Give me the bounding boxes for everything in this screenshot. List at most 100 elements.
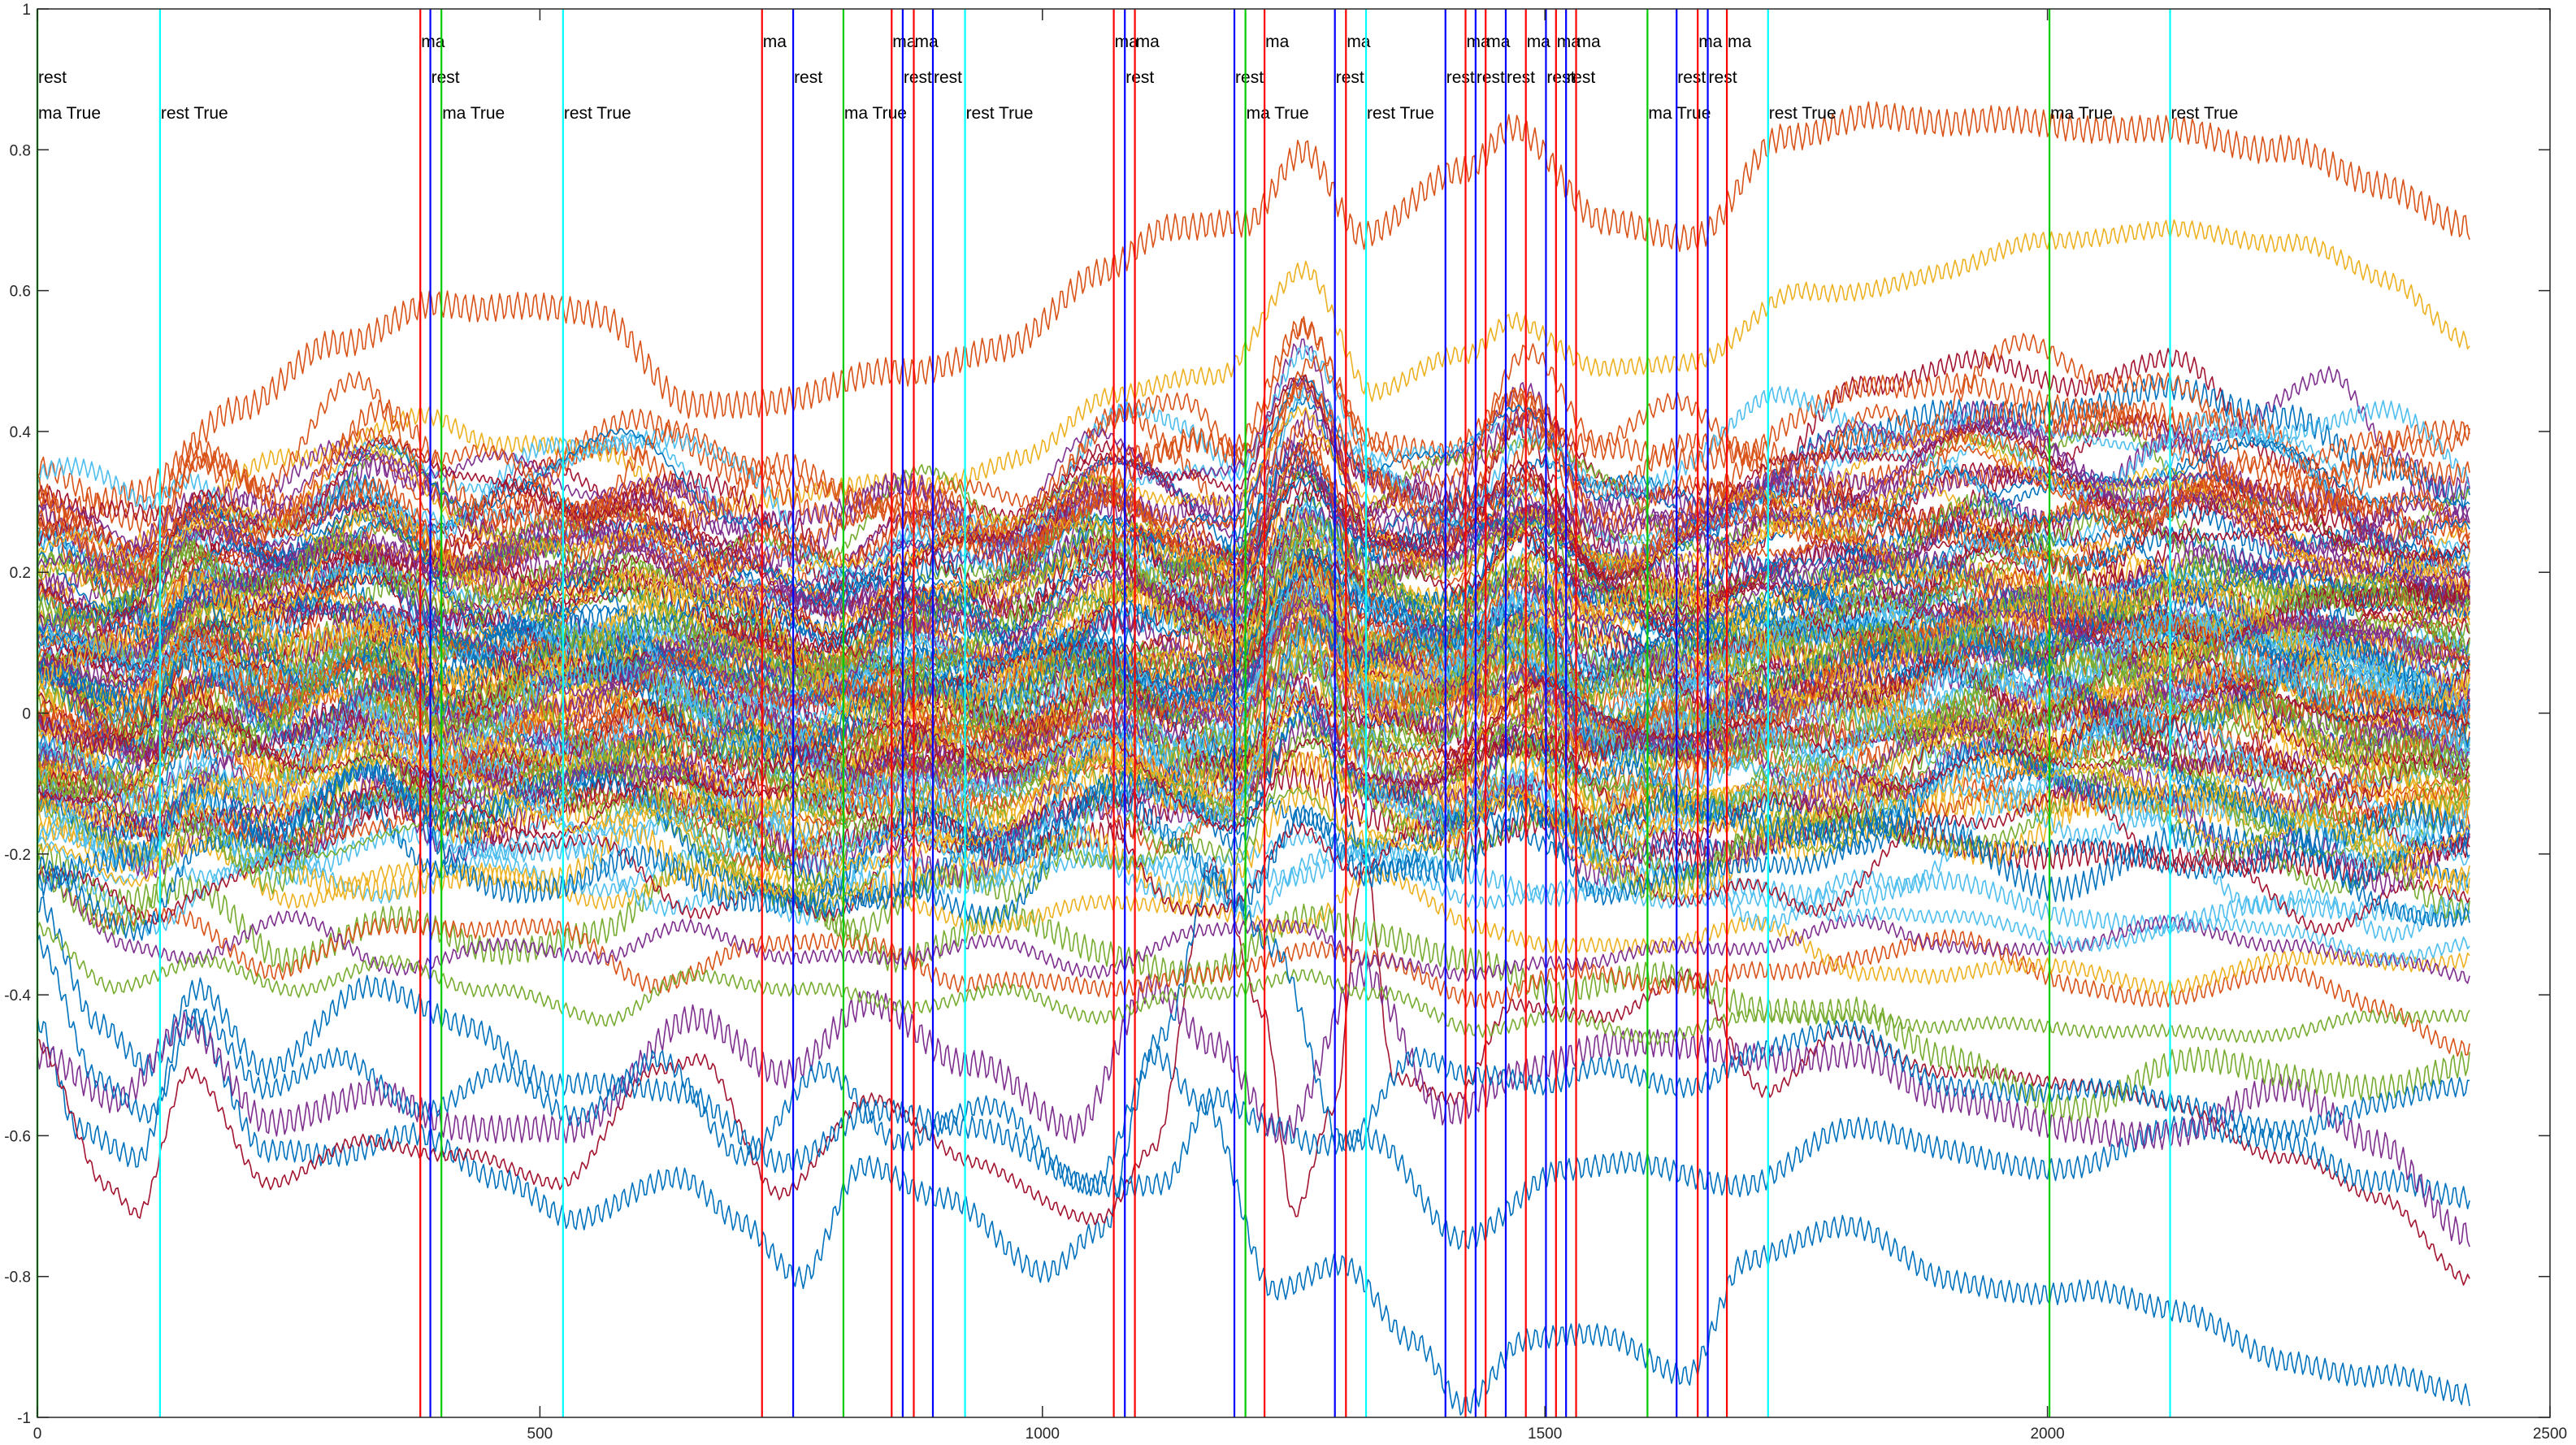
event-label-17: rest bbox=[1125, 68, 1154, 87]
event-label-5: rest bbox=[432, 68, 460, 87]
event-label-41: ma True bbox=[2050, 104, 2113, 123]
y-tick-label: 1 bbox=[22, 2, 31, 19]
y-tick-label: -0.6 bbox=[4, 1128, 31, 1145]
bundle-line-93 bbox=[37, 318, 2470, 598]
event-label-25: rest bbox=[1446, 68, 1475, 87]
series-line-7 bbox=[37, 854, 2470, 1286]
event-label-20: ma True bbox=[1247, 104, 1309, 123]
bundle-line-40 bbox=[37, 421, 2470, 623]
x-tick-label: 1000 bbox=[1026, 1425, 1060, 1443]
series-line-9 bbox=[37, 960, 2470, 1248]
bundle-line-41 bbox=[37, 385, 2470, 632]
event-label-30: ma bbox=[1527, 33, 1550, 51]
series-line-6 bbox=[37, 1008, 2470, 1416]
event-label-14: rest bbox=[934, 68, 962, 87]
bundle-line-89 bbox=[37, 700, 2470, 901]
y-tick-label: 0 bbox=[22, 706, 31, 723]
bundle-line-99 bbox=[37, 701, 2470, 941]
event-label-26: ma bbox=[1466, 33, 1490, 51]
event-label-4: ma bbox=[421, 33, 445, 51]
event-label-32: ma bbox=[1557, 33, 1581, 51]
event-label-27: rest bbox=[1477, 68, 1505, 87]
bundle-line-53 bbox=[37, 429, 2470, 633]
bundle-line-103 bbox=[37, 515, 2470, 696]
event-label-33: rest bbox=[1567, 68, 1595, 87]
bundle-line-65 bbox=[37, 411, 2470, 616]
event-label-24: rest True bbox=[1367, 104, 1434, 123]
series-line-13 bbox=[37, 778, 2470, 935]
event-label-2: rest bbox=[38, 68, 67, 87]
bundle-line-105 bbox=[37, 679, 2470, 840]
event-label-9: rest bbox=[794, 68, 822, 87]
event-label-37: ma bbox=[1698, 33, 1722, 51]
bundle-line-94 bbox=[37, 554, 2470, 726]
bundle-line-102 bbox=[37, 673, 2470, 846]
bundle-line-90 bbox=[37, 525, 2470, 771]
traces-layer bbox=[37, 101, 2470, 1416]
bundle-line-25 bbox=[37, 620, 2470, 805]
series-line-1 bbox=[37, 101, 2470, 527]
series-line-25 bbox=[37, 922, 2470, 1045]
bundle-line-71 bbox=[37, 547, 2470, 768]
event-label-1: ma True bbox=[38, 104, 101, 123]
bundle-line-68 bbox=[37, 506, 2470, 712]
series-line-26 bbox=[37, 866, 2470, 1195]
axes-layer: 0 500 1000 1500 2000 2500 -1 -0.8 -0.6 -0.4 -0.2 0 0… bbox=[4, 2, 2567, 1443]
event-label-40: rest True bbox=[1769, 104, 1837, 123]
y-tick-label: 0.4 bbox=[10, 424, 32, 441]
series-line-24 bbox=[37, 826, 2470, 966]
bundle-line-106 bbox=[37, 757, 2470, 914]
event-label-8: ma bbox=[763, 33, 787, 51]
bundle-line-85 bbox=[37, 549, 2470, 718]
y-tick-label: -0.2 bbox=[4, 847, 31, 864]
x-tick-label: 0 bbox=[33, 1425, 42, 1443]
bundle-line-64 bbox=[37, 707, 2470, 910]
event-label-19: rest bbox=[1235, 68, 1264, 87]
bundle-line-92 bbox=[37, 466, 2470, 671]
event-label-11: ma bbox=[892, 33, 916, 51]
series-line-11 bbox=[37, 866, 2470, 1057]
bundle-line-66 bbox=[37, 504, 2470, 693]
bundle-line-45 bbox=[37, 581, 2470, 726]
bundle-line-110 bbox=[37, 614, 2470, 798]
series-line-29 bbox=[37, 765, 2470, 883]
series-line-2 bbox=[37, 219, 2470, 602]
event-label-6: ma True bbox=[442, 104, 505, 123]
event-label-16: ma bbox=[1115, 33, 1138, 51]
bundle-line-83 bbox=[37, 577, 2470, 818]
bundle-line-109 bbox=[37, 560, 2470, 705]
x-tick-label: 2000 bbox=[2030, 1425, 2064, 1443]
series-line-8 bbox=[37, 896, 2470, 1250]
event-label-35: ma True bbox=[1648, 104, 1711, 123]
bundle-line-60 bbox=[37, 711, 2470, 896]
x-tick-label: 500 bbox=[527, 1425, 553, 1443]
bundle-line-95 bbox=[37, 377, 2470, 602]
event-label-28: ma bbox=[1486, 33, 1510, 51]
event-label-15: rest True bbox=[966, 104, 1034, 123]
event-label-10: ma True bbox=[844, 104, 907, 123]
y-tick-label: 0.6 bbox=[10, 284, 31, 301]
bundle-line-101 bbox=[37, 686, 2470, 884]
event-label-22: rest bbox=[1336, 68, 1364, 87]
bundle-line-82 bbox=[37, 649, 2470, 941]
bundle-line-80 bbox=[37, 406, 2470, 634]
event-label-36: rest bbox=[1677, 68, 1706, 87]
x-tick-label: 1500 bbox=[1528, 1425, 1562, 1443]
event-label-7: rest True bbox=[564, 104, 631, 123]
event-label-13: ma bbox=[914, 33, 938, 51]
event-label-12: rest bbox=[904, 68, 932, 87]
y-tick-label: -1 bbox=[17, 1410, 31, 1427]
event-label-21: ma bbox=[1265, 33, 1289, 51]
event-label-29: rest bbox=[1507, 68, 1535, 87]
bundle-line-108 bbox=[37, 706, 2470, 898]
bundle-line-86 bbox=[37, 377, 2470, 593]
bundle-line-107 bbox=[37, 355, 2470, 578]
bundle-line-34 bbox=[37, 662, 2470, 884]
event-label-42: rest True bbox=[2171, 104, 2238, 123]
event-label-23: ma bbox=[1347, 33, 1370, 51]
y-tick-label: -0.4 bbox=[4, 987, 31, 1005]
event-label-34: ma bbox=[1577, 33, 1601, 51]
event-label-39: ma bbox=[1728, 33, 1751, 51]
bundle-line-36 bbox=[37, 397, 2470, 669]
